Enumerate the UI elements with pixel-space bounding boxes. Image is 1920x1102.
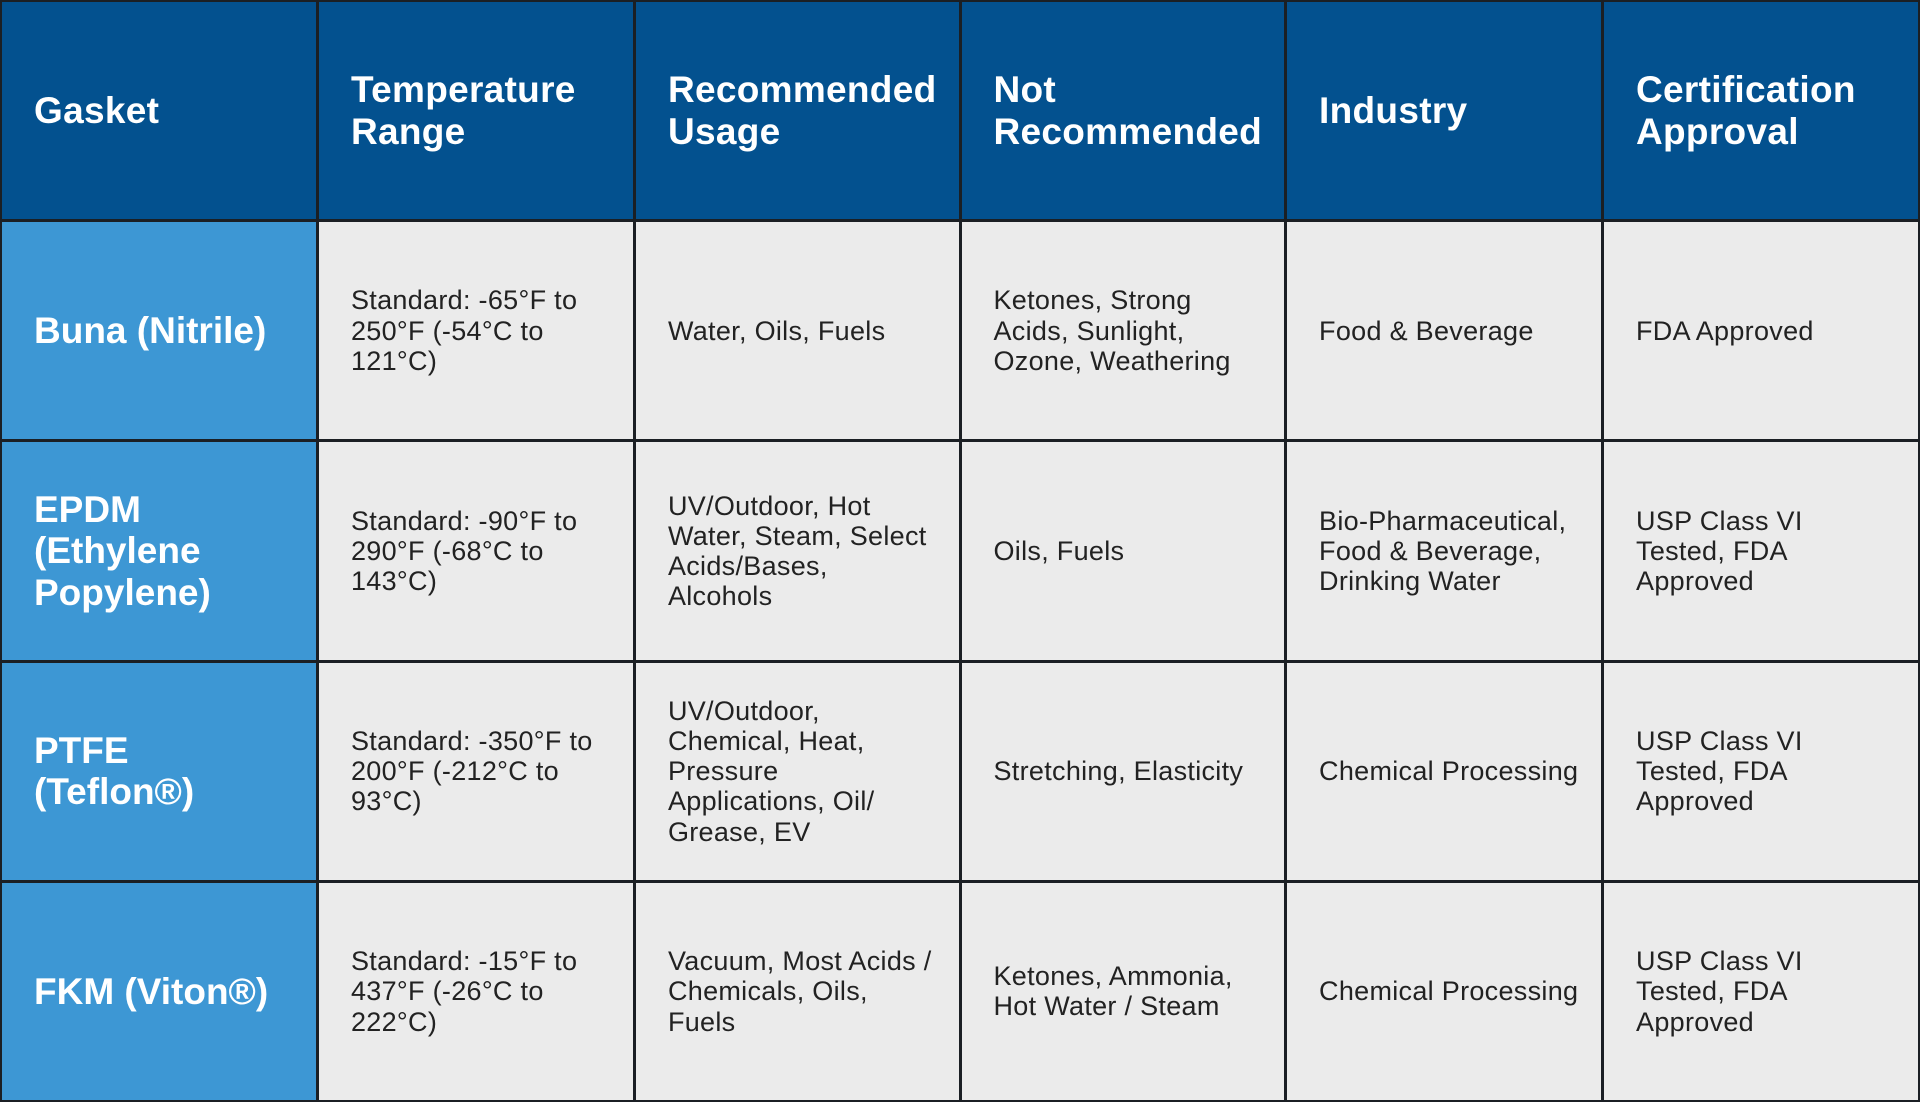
gasket-name: EPDM (Ethylene Popylene) [2,442,316,660]
header-cell: Industry [1287,2,1602,220]
header-cell: Certification Approval [1604,2,1918,220]
table-cell: Ketones, Strong Acids, Sunlight, Ozone, … [961,222,1285,440]
table-cell: Chemical Processing [1287,882,1602,1100]
gasket-name: FKM (Viton®) [2,882,316,1100]
table-cell: Bio-Pharmaceutical, Food & Beverage, Dri… [1287,442,1602,660]
table-cell: Standard: -90°F to 290°F (-68°C to 143°C… [318,442,633,660]
header-cell: Recommended Usage [635,2,959,220]
table-cell: Oils, Fuels [961,442,1285,660]
table-cell: Vacuum, Most Acids / Chemicals, Oils, Fu… [635,882,959,1100]
table-cell: USP Class VI Tested, FDA Approved [1604,662,1918,880]
table-cell: UV/Outdoor, Chemical, Heat, Pressure App… [635,662,959,880]
table-cell: USP Class VI Tested, FDA Approved [1604,882,1918,1100]
table-cell: Stretching, Elasticity [961,662,1285,880]
table-cell: Standard: -65°F to 250°F (-54°C to 121°C… [318,222,633,440]
table-cell: Chemical Processing [1287,662,1602,880]
table-cell: USP Class VI Tested, FDA Approved [1604,442,1918,660]
table-cell: FDA Approved [1604,222,1918,440]
table-cell: Standard: -350°F to 200°F (-212°C to 93°… [318,662,633,880]
header-cell: Gasket [2,2,316,220]
table-cell: UV/Outdoor, Hot Water, Steam, Select Aci… [635,442,959,660]
header-cell: Temperature Range [318,2,633,220]
table-cell: Water, Oils, Fuels [635,222,959,440]
gasket-name: PTFE (Teflon®) [2,662,316,880]
table-cell: Ketones, Ammonia, Hot Water / Steam [961,882,1285,1100]
header-cell: Not Recommended [961,2,1285,220]
table-cell: Standard: -15°F to 437°F (-26°C to 222°C… [318,882,633,1100]
table-cell: Food & Beverage [1287,222,1602,440]
gasket-name: Buna (Nitrile) [2,222,316,440]
